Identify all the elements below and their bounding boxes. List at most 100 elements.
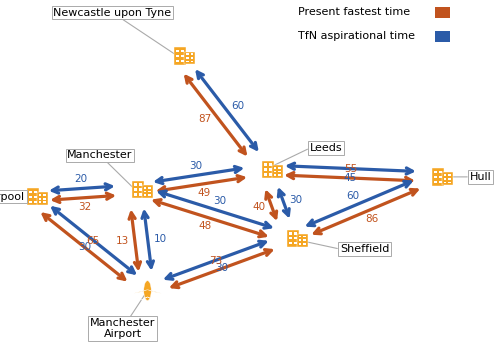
Text: 45: 45 (343, 173, 356, 183)
Bar (303, 236, 306, 238)
Text: Sheffield: Sheffield (340, 244, 390, 254)
Bar (296, 234, 308, 247)
Bar (264, 164, 266, 166)
Text: 65: 65 (86, 236, 100, 246)
Bar (444, 178, 446, 180)
Bar (139, 183, 141, 186)
Bar (294, 237, 296, 239)
Bar (432, 168, 444, 186)
Bar (444, 182, 446, 183)
Polygon shape (142, 297, 148, 300)
Bar (182, 55, 184, 57)
Bar (29, 196, 32, 198)
Bar (134, 183, 136, 186)
Bar (190, 53, 193, 55)
Text: 73: 73 (210, 256, 222, 266)
Bar (444, 174, 446, 176)
Text: Hull: Hull (470, 172, 492, 182)
Bar (29, 191, 32, 193)
Text: 20: 20 (74, 174, 88, 184)
Bar (29, 200, 32, 203)
Bar (182, 50, 184, 52)
Text: 55: 55 (344, 164, 357, 174)
Bar (190, 57, 193, 59)
Bar (264, 169, 266, 171)
Bar (176, 60, 179, 62)
Text: 86: 86 (366, 214, 378, 225)
Bar (38, 201, 41, 203)
Bar (278, 174, 280, 176)
Bar (448, 182, 450, 183)
Text: 13: 13 (116, 236, 129, 246)
Bar (148, 194, 150, 196)
Bar (142, 185, 152, 198)
Bar (139, 193, 141, 196)
Bar (134, 188, 136, 191)
Text: Leeds: Leeds (310, 143, 342, 153)
Text: Manchester
Airport: Manchester Airport (90, 318, 155, 339)
Bar (262, 161, 274, 178)
Bar (132, 181, 144, 198)
Bar (34, 191, 36, 193)
Bar (176, 55, 179, 57)
Text: 60: 60 (346, 191, 360, 201)
Text: 30: 30 (215, 263, 228, 273)
Bar (289, 237, 292, 239)
Bar (448, 174, 450, 176)
Bar (294, 232, 296, 235)
Bar (184, 52, 195, 64)
Bar (43, 201, 46, 203)
Bar (286, 230, 299, 247)
Bar (176, 50, 179, 52)
Bar (38, 198, 41, 200)
Bar (274, 171, 276, 173)
Bar (134, 193, 136, 196)
Bar (439, 180, 442, 183)
Bar (144, 191, 146, 192)
Bar (278, 171, 280, 173)
Bar (274, 167, 276, 169)
Text: 30: 30 (190, 161, 202, 171)
Bar (269, 173, 272, 176)
Bar (278, 167, 280, 169)
Bar (144, 194, 146, 196)
Polygon shape (148, 297, 154, 300)
Bar (269, 164, 272, 166)
Text: 30: 30 (78, 242, 91, 252)
Bar (435, 31, 450, 42)
Bar (182, 60, 184, 62)
Bar (144, 187, 146, 189)
Text: 30: 30 (290, 195, 302, 205)
Bar (298, 239, 301, 241)
Bar (38, 194, 41, 196)
Bar (442, 173, 452, 185)
Bar (289, 242, 292, 244)
Ellipse shape (144, 281, 151, 300)
Bar (148, 191, 150, 192)
Polygon shape (148, 290, 161, 293)
Bar (434, 180, 436, 183)
Bar (439, 171, 442, 173)
Text: 32: 32 (78, 202, 91, 212)
Bar (264, 173, 266, 176)
Text: 30: 30 (214, 196, 226, 206)
Bar (186, 53, 188, 55)
Bar (186, 61, 188, 62)
Bar (34, 200, 36, 203)
Bar (269, 169, 272, 171)
Bar (148, 187, 150, 189)
Bar (43, 194, 46, 196)
Bar (435, 7, 450, 18)
Bar (186, 57, 188, 59)
Bar (303, 243, 306, 245)
Text: 60: 60 (232, 101, 244, 111)
Bar (434, 176, 436, 178)
Text: Manchester: Manchester (68, 150, 132, 160)
Text: TfN aspirational time: TfN aspirational time (298, 31, 414, 41)
Polygon shape (134, 290, 147, 293)
Bar (274, 174, 276, 176)
Text: Newcastle upon Tyne: Newcastle upon Tyne (54, 8, 172, 18)
Bar (448, 178, 450, 180)
Bar (289, 232, 292, 235)
Bar (294, 242, 296, 244)
